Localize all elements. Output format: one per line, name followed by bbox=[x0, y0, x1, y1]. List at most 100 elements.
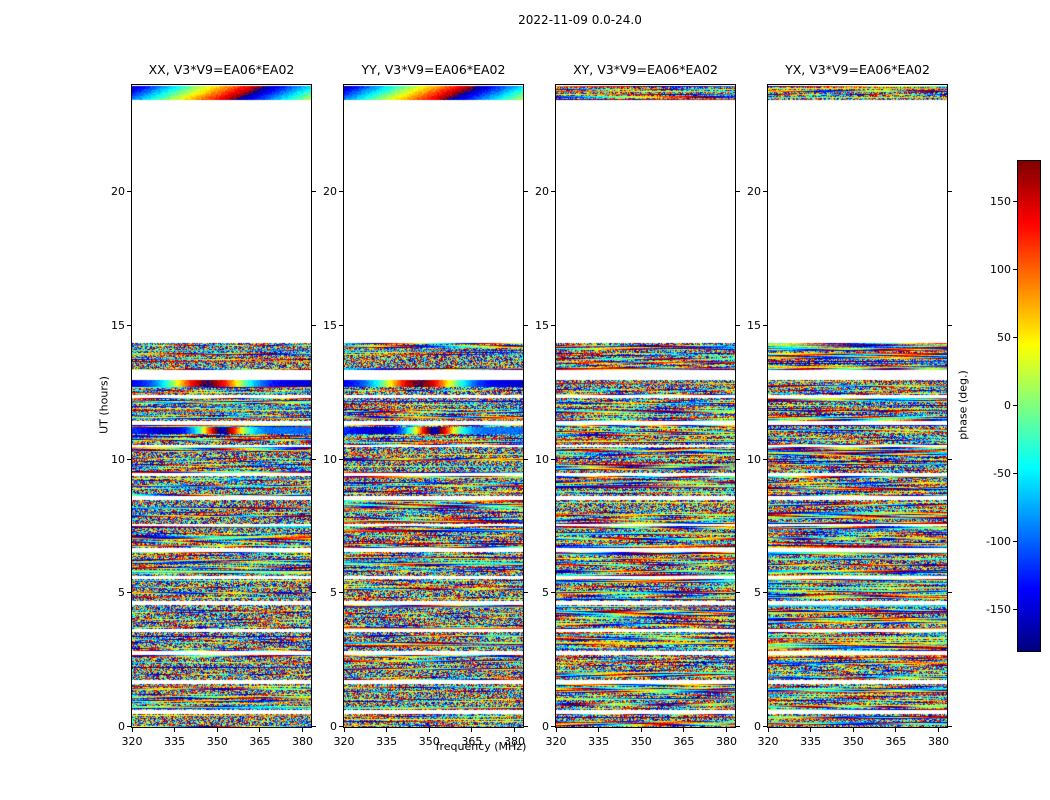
y-tick-label: 15 bbox=[111, 318, 125, 332]
x-tick-mark bbox=[131, 728, 133, 732]
x-tick-label: 320 bbox=[333, 735, 355, 748]
x-tick-mark bbox=[216, 728, 218, 732]
figure-title: 2022-11-09 0.0-24.0 bbox=[518, 13, 642, 27]
x-tick-mark bbox=[810, 728, 812, 732]
y-tick-mark bbox=[524, 458, 528, 460]
y-tick-mark bbox=[948, 458, 952, 460]
x-tick-label: 335 bbox=[800, 735, 822, 748]
colorbar-tick-mark bbox=[1013, 336, 1017, 338]
x-tick-label: 350 bbox=[418, 735, 440, 748]
colorbar-tick-label: 50 bbox=[997, 330, 1011, 344]
y-tick-label: 10 bbox=[111, 452, 125, 466]
x-tick-mark bbox=[895, 728, 897, 732]
y-tick-mark bbox=[524, 191, 528, 192]
heatmap-canvas-xx bbox=[132, 85, 311, 727]
colorbar-tick-mark bbox=[1013, 609, 1017, 611]
x-tick-mark bbox=[725, 728, 727, 732]
heatmap-canvas-yx bbox=[768, 85, 947, 727]
x-tick-label: 380 bbox=[291, 735, 313, 748]
y-tick-mark bbox=[948, 191, 952, 192]
colorbar-tick-label: -100 bbox=[986, 535, 1011, 549]
x-tick-label: 365 bbox=[673, 735, 695, 748]
panel-xy: XY, V3*V9=EA06*EA02 0 5 10 15 20 320 335 350 365… bbox=[535, 62, 740, 747]
x-tick-label: 350 bbox=[842, 735, 864, 748]
y-tick-mark bbox=[763, 726, 767, 727]
x-tick-mark bbox=[386, 728, 388, 732]
y-tick-mark bbox=[763, 191, 767, 192]
x-tick-mark bbox=[471, 728, 473, 732]
colorbar-tick-mark bbox=[1013, 541, 1017, 543]
y-tick-label: 5 bbox=[542, 586, 549, 600]
y-tick-label: 20 bbox=[535, 185, 549, 198]
x-tick-mark bbox=[598, 728, 600, 732]
colorbar-tick-mark bbox=[1013, 200, 1017, 202]
y-tick-mark bbox=[763, 324, 767, 326]
x-tick-mark bbox=[259, 728, 261, 732]
y-tick-mark bbox=[551, 324, 555, 326]
panel-title-xy: XY, V3*V9=EA06*EA02 bbox=[573, 62, 718, 77]
x-tick-mark bbox=[852, 728, 854, 732]
y-tick-mark bbox=[736, 191, 740, 192]
panel-title-yx: YX, V3*V9=EA06*EA02 bbox=[785, 62, 930, 77]
y-tick-label: 20 bbox=[323, 185, 337, 198]
y-tick-label: 0 bbox=[118, 720, 125, 733]
panel-yx: YX, V3*V9=EA06*EA02 0 5 10 15 20 320 335 350 365… bbox=[747, 62, 952, 747]
y-tick-mark bbox=[551, 458, 555, 460]
colorbar-tick-mark bbox=[1013, 268, 1017, 270]
x-tick-label: 335 bbox=[164, 735, 186, 748]
x-tick-label: 350 bbox=[630, 735, 652, 748]
y-tick-label: 15 bbox=[535, 318, 549, 332]
y-tick-mark bbox=[948, 726, 952, 727]
y-tick-mark bbox=[551, 726, 555, 727]
y-tick-label: 0 bbox=[330, 720, 337, 733]
x-tick-mark bbox=[428, 728, 430, 732]
y-tick-mark bbox=[736, 458, 740, 460]
y-tick-mark bbox=[127, 592, 131, 594]
x-tick-label: 335 bbox=[376, 735, 398, 748]
y-tick-mark bbox=[339, 592, 343, 594]
y-tick-label: 20 bbox=[747, 185, 761, 198]
x-tick-mark bbox=[555, 728, 557, 732]
x-tick-mark bbox=[174, 728, 176, 732]
y-tick-mark bbox=[524, 324, 528, 326]
y-tick-mark bbox=[736, 592, 740, 594]
x-axis-label: frequency (MHz) bbox=[435, 740, 527, 753]
y-tick-mark bbox=[127, 458, 131, 460]
x-tick-label: 365 bbox=[885, 735, 907, 748]
y-tick-label: 20 bbox=[111, 185, 125, 198]
panel-title-xx: XX, V3*V9=EA06*EA02 bbox=[148, 62, 295, 77]
colorbar-tick-label: -150 bbox=[986, 603, 1011, 617]
panel-yy: YY, V3*V9=EA06*EA02 0 5 10 15 20 320 335 350 365… bbox=[323, 62, 528, 747]
colorbar: 150 100 50 0 -50 -100 -150 bbox=[986, 160, 1041, 652]
y-tick-mark bbox=[312, 592, 316, 594]
x-tick-label: 335 bbox=[588, 735, 610, 748]
x-tick-label: 320 bbox=[545, 735, 567, 748]
y-tick-label: 0 bbox=[542, 720, 549, 733]
x-tick-label: 350 bbox=[206, 735, 228, 748]
y-tick-label: 0 bbox=[754, 720, 761, 733]
y-tick-mark bbox=[551, 191, 555, 192]
y-tick-mark bbox=[524, 592, 528, 594]
y-tick-mark bbox=[312, 458, 316, 460]
y-tick-mark bbox=[312, 191, 316, 192]
y-tick-mark bbox=[339, 191, 343, 192]
x-tick-mark bbox=[343, 728, 345, 732]
x-tick-label: 380 bbox=[927, 735, 949, 748]
colorbar-tick-label: 100 bbox=[990, 262, 1011, 276]
y-tick-mark bbox=[339, 726, 343, 727]
panel-xx: XX, V3*V9=EA06*EA02 0 5 10 15 20 320 335 350 365… bbox=[111, 62, 316, 747]
x-tick-mark bbox=[937, 728, 939, 732]
colorbar-tick-mark bbox=[1013, 405, 1017, 406]
x-tick-mark bbox=[767, 728, 769, 732]
y-tick-mark bbox=[339, 458, 343, 460]
x-tick-mark bbox=[683, 728, 685, 732]
y-tick-label: 10 bbox=[323, 452, 337, 466]
y-tick-mark bbox=[736, 726, 740, 727]
y-axis-label: UT (hours) bbox=[97, 376, 111, 434]
x-tick-label: 320 bbox=[757, 735, 779, 748]
colorbar-axis-label: phase (deg.) bbox=[956, 370, 970, 440]
y-tick-mark bbox=[339, 324, 343, 326]
x-tick-label: 320 bbox=[121, 735, 143, 748]
y-tick-mark bbox=[948, 592, 952, 594]
y-tick-mark bbox=[551, 592, 555, 594]
